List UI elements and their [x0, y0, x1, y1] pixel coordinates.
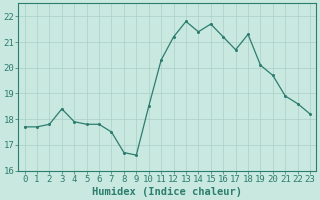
- X-axis label: Humidex (Indice chaleur): Humidex (Indice chaleur): [92, 186, 242, 197]
